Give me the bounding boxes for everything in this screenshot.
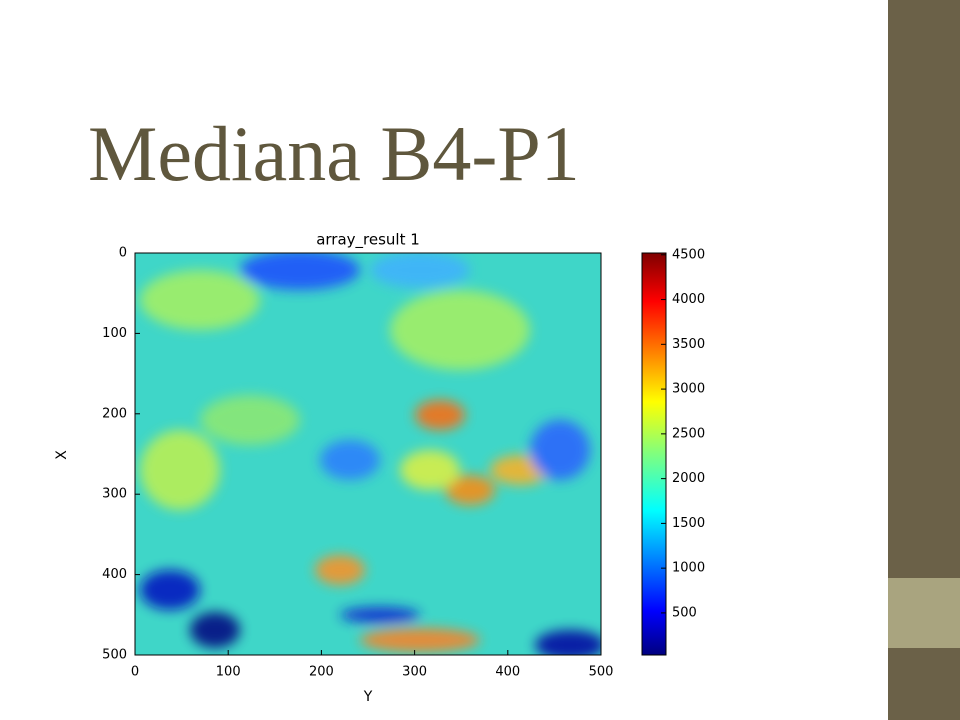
y-tick-label: 400 bbox=[102, 567, 127, 582]
heatmap-image bbox=[135, 253, 601, 655]
colorbar-tick-label: 1000 bbox=[672, 561, 705, 576]
y-tick-label: 300 bbox=[102, 487, 127, 502]
colorbar bbox=[641, 252, 667, 656]
colorbar-tick-label: 4000 bbox=[672, 292, 705, 307]
plot-title: array_result 1 bbox=[316, 231, 420, 250]
y-tick-label: 200 bbox=[102, 406, 127, 421]
y-tick-label: 100 bbox=[102, 326, 127, 341]
colorbar-tick-label: 500 bbox=[672, 605, 697, 620]
y-tick-label: 0 bbox=[119, 246, 127, 261]
colorbar-tick-label: 1500 bbox=[672, 516, 705, 531]
slide-title: Mediana B4-P1 bbox=[88, 110, 580, 197]
colorbar-tick-label: 3500 bbox=[672, 337, 705, 352]
colorbar-tick-label: 3000 bbox=[672, 382, 705, 397]
ticks: 0 100 200 300 400 500 0 100 200 300 400 500 500 1000 1… bbox=[102, 246, 705, 680]
x-tick-label: 0 bbox=[131, 665, 139, 680]
side-accent bbox=[888, 578, 960, 648]
colorbar-tick-label: 2500 bbox=[672, 426, 705, 441]
x-tick-label: 400 bbox=[495, 665, 520, 680]
x-tick-label: 200 bbox=[309, 665, 334, 680]
colorbar-tick-label: 4500 bbox=[672, 247, 705, 262]
x-tick-label: 500 bbox=[589, 665, 614, 680]
colorbar-tick-label: 2000 bbox=[672, 471, 705, 486]
x-axis-label: Y bbox=[363, 689, 373, 705]
y-axis-label: X bbox=[54, 450, 70, 460]
x-tick-label: 300 bbox=[402, 665, 427, 680]
x-tick-label: 100 bbox=[216, 665, 241, 680]
plot-frame bbox=[134, 252, 602, 656]
y-tick-label: 500 bbox=[102, 648, 127, 663]
